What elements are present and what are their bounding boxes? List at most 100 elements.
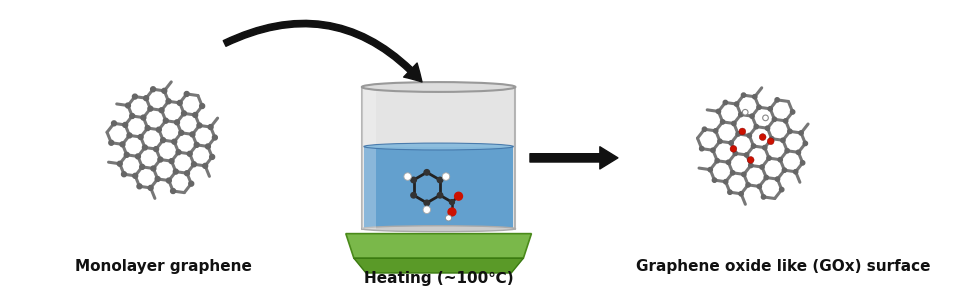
Circle shape <box>200 104 205 108</box>
Circle shape <box>784 119 787 123</box>
Circle shape <box>741 93 746 97</box>
Circle shape <box>778 158 783 162</box>
Circle shape <box>790 110 795 114</box>
Circle shape <box>749 163 753 167</box>
Circle shape <box>151 87 155 92</box>
Circle shape <box>178 100 182 105</box>
Circle shape <box>197 123 202 128</box>
Circle shape <box>159 108 164 113</box>
Circle shape <box>746 183 750 187</box>
Circle shape <box>190 132 195 137</box>
Circle shape <box>151 166 155 171</box>
Circle shape <box>736 132 740 136</box>
Circle shape <box>762 145 767 150</box>
Circle shape <box>762 115 768 121</box>
Ellipse shape <box>362 82 515 92</box>
Circle shape <box>787 129 792 134</box>
Circle shape <box>109 140 114 145</box>
Circle shape <box>137 184 142 189</box>
Circle shape <box>187 151 192 156</box>
Circle shape <box>727 160 731 164</box>
Circle shape <box>742 109 748 115</box>
Circle shape <box>127 133 132 138</box>
Circle shape <box>783 168 786 172</box>
Circle shape <box>155 176 160 181</box>
Circle shape <box>175 120 179 125</box>
Circle shape <box>209 154 214 159</box>
Circle shape <box>163 118 168 123</box>
Circle shape <box>140 164 145 169</box>
Circle shape <box>145 126 151 131</box>
Circle shape <box>759 134 766 140</box>
Circle shape <box>191 162 197 167</box>
Circle shape <box>149 185 153 190</box>
Circle shape <box>703 127 706 131</box>
Circle shape <box>733 151 737 156</box>
Polygon shape <box>345 234 532 258</box>
Circle shape <box>775 177 780 181</box>
Circle shape <box>754 125 758 129</box>
Polygon shape <box>354 258 523 273</box>
Ellipse shape <box>364 143 513 150</box>
Circle shape <box>729 141 733 145</box>
Circle shape <box>772 117 777 122</box>
Circle shape <box>158 157 163 162</box>
Ellipse shape <box>362 226 515 232</box>
FancyArrowPatch shape <box>530 147 618 169</box>
Circle shape <box>724 180 728 184</box>
Text: Monolayer graphene: Monolayer graphene <box>74 259 252 274</box>
Circle shape <box>424 200 429 206</box>
Polygon shape <box>362 87 515 229</box>
Circle shape <box>193 113 198 117</box>
Circle shape <box>734 102 739 106</box>
Circle shape <box>700 147 703 151</box>
Circle shape <box>189 181 194 186</box>
Circle shape <box>411 193 416 198</box>
Circle shape <box>162 89 167 93</box>
Circle shape <box>411 177 416 183</box>
Circle shape <box>206 144 210 149</box>
Circle shape <box>125 103 130 108</box>
Circle shape <box>781 138 786 142</box>
Text: Heating (~100℃): Heating (~100℃) <box>364 271 513 286</box>
Circle shape <box>742 172 746 176</box>
Circle shape <box>759 165 764 169</box>
Circle shape <box>112 121 117 126</box>
Circle shape <box>718 139 722 144</box>
Circle shape <box>123 122 127 127</box>
Circle shape <box>455 192 462 200</box>
Circle shape <box>176 150 181 155</box>
Circle shape <box>442 173 450 180</box>
Circle shape <box>767 156 771 160</box>
Circle shape <box>799 131 803 135</box>
Circle shape <box>747 156 754 163</box>
Circle shape <box>148 106 152 111</box>
Circle shape <box>731 145 737 152</box>
Circle shape <box>708 167 712 172</box>
Text: Graphene oxide like (GOx) surface: Graphene oxide like (GOx) surface <box>636 259 930 274</box>
Circle shape <box>793 170 798 174</box>
Circle shape <box>739 128 746 135</box>
Circle shape <box>738 112 743 117</box>
Circle shape <box>203 163 207 168</box>
Bar <box>362 87 375 229</box>
Circle shape <box>750 114 755 118</box>
Circle shape <box>728 190 732 194</box>
Circle shape <box>767 138 774 145</box>
Circle shape <box>133 173 138 178</box>
Circle shape <box>803 141 808 146</box>
Circle shape <box>796 150 801 154</box>
Circle shape <box>711 148 715 152</box>
Circle shape <box>153 147 158 151</box>
Circle shape <box>739 192 743 196</box>
FancyArrowPatch shape <box>223 20 422 82</box>
Circle shape <box>423 206 430 213</box>
Circle shape <box>404 173 411 180</box>
Circle shape <box>437 193 443 198</box>
Circle shape <box>747 134 752 138</box>
Circle shape <box>721 120 725 124</box>
Circle shape <box>166 99 171 104</box>
Circle shape <box>138 134 143 139</box>
Circle shape <box>194 142 199 147</box>
Circle shape <box>752 144 756 148</box>
